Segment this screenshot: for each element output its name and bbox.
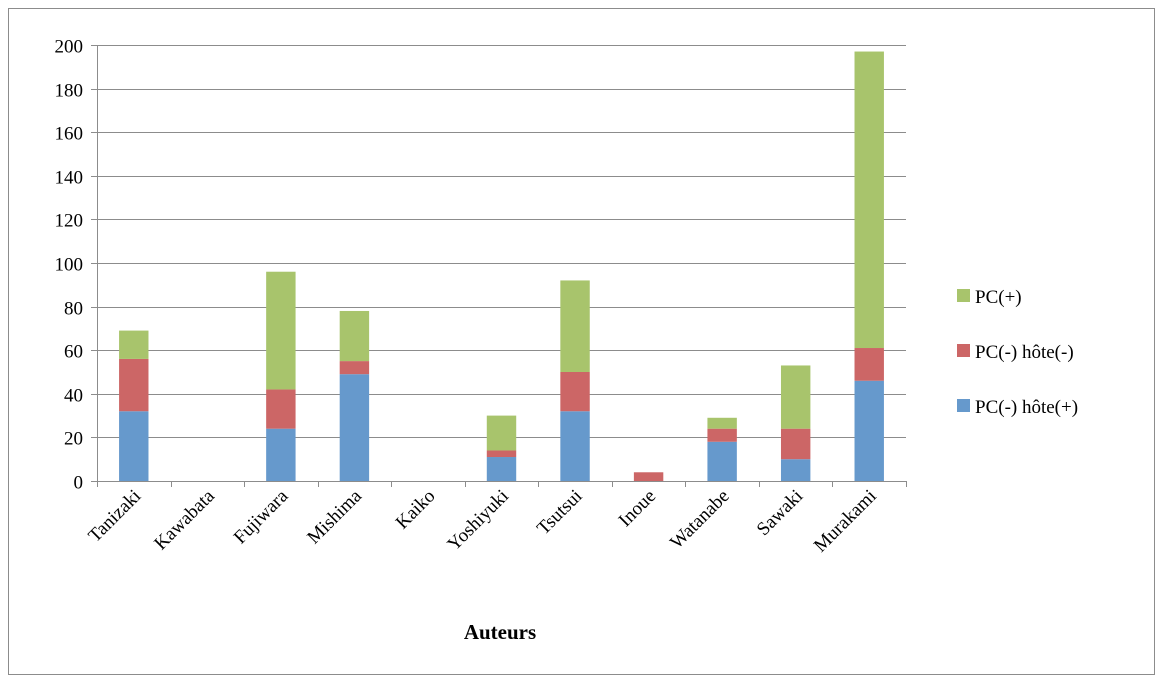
legend-label: PC(-) hôte(-) [975, 342, 1074, 363]
y-tick-label: 80 [64, 299, 83, 320]
bar-segment [119, 411, 149, 481]
y-tick-label: 140 [55, 168, 84, 189]
bar-segment [560, 372, 590, 412]
bar-segment [266, 389, 296, 429]
y-tick-label: 120 [55, 211, 84, 232]
bar-segment [707, 428, 737, 442]
bar-segment [339, 310, 370, 362]
bar-segment [854, 380, 884, 481]
bar-segment [266, 428, 296, 481]
bars [119, 51, 884, 481]
y-tick-label: 20 [64, 429, 83, 450]
bar-segment [119, 358, 149, 412]
legend: PC(+) PC(-) hôte(-) PC(-) hôte(+) [957, 287, 1078, 418]
bar-segment [266, 271, 296, 390]
y-tick-label: 60 [64, 342, 83, 363]
bar-segment [633, 472, 664, 481]
bar-segment [780, 428, 811, 460]
bar-segment [854, 51, 884, 349]
bar-segment [707, 417, 737, 429]
bar-segment [560, 411, 590, 481]
y-tick-label: 40 [64, 386, 83, 407]
y-tick-label: 0 [74, 473, 84, 494]
y-tick-label: 180 [55, 81, 84, 102]
legend-label: PC(+) [975, 287, 1022, 308]
bar-segment [854, 348, 884, 381]
bar-segment [780, 365, 811, 429]
bar-segment [486, 450, 517, 458]
bar-segment [339, 361, 370, 375]
axes [97, 45, 907, 487]
gridlines [91, 45, 906, 482]
bar-segment [780, 459, 811, 481]
y-tick-labels: 0 20 40 60 80 100 120 140 160 180 200 [55, 37, 84, 494]
y-tick-label: 200 [55, 37, 84, 58]
bar-segment [339, 374, 370, 481]
legend-swatch [957, 399, 970, 412]
bar-segment [560, 280, 590, 372]
bar-segment [486, 415, 517, 451]
bar-segment [119, 330, 149, 359]
bar-segment [486, 457, 517, 481]
bar-segment [707, 441, 737, 481]
legend-label: PC(-) hôte(+) [975, 397, 1078, 418]
legend-swatch [957, 344, 970, 357]
y-tick-label: 100 [55, 255, 84, 276]
y-tick-label: 160 [55, 124, 84, 145]
x-axis-label: Auteurs [464, 620, 536, 644]
legend-swatch [957, 289, 970, 302]
